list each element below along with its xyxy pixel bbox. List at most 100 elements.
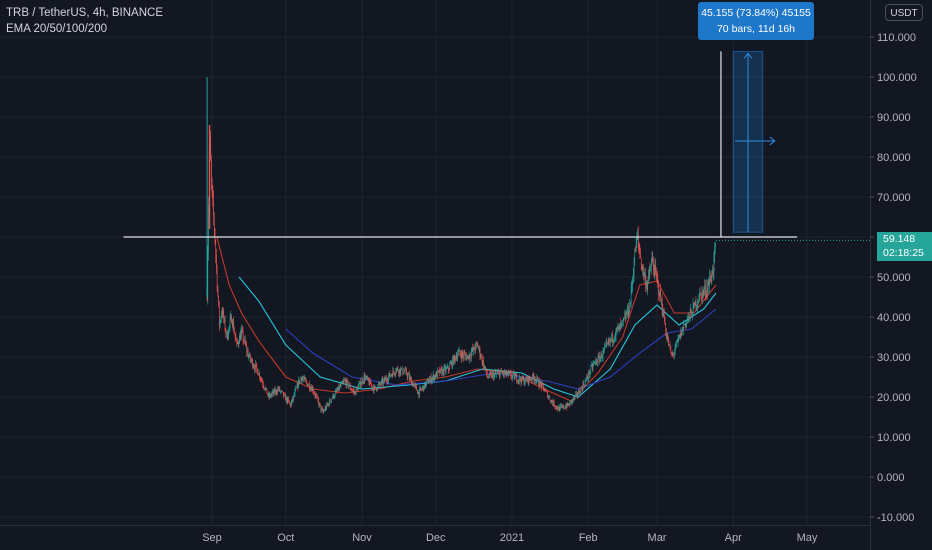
candle-body [460,353,461,356]
candle-body [586,376,587,381]
price-tick-label: 110.000 [877,32,916,44]
candle-body [471,352,472,358]
candle-body [437,370,439,372]
candle-body [224,318,225,320]
candle-body [557,408,559,410]
candle-body [662,310,664,317]
candle-body [443,367,445,375]
candle-body [576,392,577,394]
candle-body [666,332,667,338]
time-axis[interactable]: Sep Oct Nov Dec 2021 Feb Mar Apr May [0,525,870,545]
candle-body [213,199,214,216]
candle-body [319,403,320,406]
candle-body [276,392,278,394]
candle-body [561,405,562,407]
candle-body [571,399,573,403]
candle-body [416,386,417,391]
candle-body [514,375,516,380]
candle-body [349,385,350,387]
candle-body [675,343,677,349]
candle-body [554,405,556,407]
candle-body [361,379,363,384]
candle-body [351,389,353,391]
symbol-title[interactable]: TRB / TetherUS, 4h, BINANCE [6,7,164,19]
currency-button[interactable]: USDT [885,4,923,21]
candle-body [519,377,520,381]
candle-body [697,301,699,303]
candle-body [244,339,246,345]
drawings[interactable] [123,50,870,241]
candle-body [273,389,275,394]
candle-body [321,408,322,411]
candle-body [281,390,283,392]
candle-body [648,273,649,282]
candle-body [344,379,345,381]
candle-body [307,385,309,387]
candle-body [689,309,691,318]
candle-body [589,372,591,375]
candle-body [604,347,605,350]
candle-body [589,371,590,375]
candle-body [607,342,608,344]
candle-body [476,343,478,345]
candle-body [680,330,682,339]
candle-body [415,385,417,387]
candle-body [245,344,247,346]
candle-body [333,394,335,398]
candle-body [447,366,448,368]
candle-body [559,406,561,412]
candle-body [464,353,466,355]
price-tick-label: 80.000 [877,152,911,164]
candle-body [391,374,393,377]
candle-body [612,334,613,342]
candle-body [659,289,661,297]
candle-body [694,302,695,306]
candle-body [574,395,576,398]
candle-body [288,398,289,401]
candle-body [505,370,507,373]
candle-body [326,404,327,410]
candle-body [450,363,451,365]
candle-body [668,338,669,346]
candle-body [284,394,286,395]
candle-body [644,274,646,275]
candle-body [293,395,294,400]
candle-body [360,381,361,387]
indicator-legend[interactable]: EMA 20/50/100/200 [6,23,108,35]
candle-body [299,378,301,383]
candle-body [215,242,217,255]
candle-body [343,380,345,382]
candle-body [610,339,611,343]
candle-body [622,320,624,321]
candle-body [461,352,463,359]
candle-body [216,266,218,288]
candle-body [711,270,713,283]
candle-body [676,341,677,344]
candle-body [652,257,654,263]
candle-body [490,373,492,375]
candle-body [658,294,660,297]
candle-body [212,192,214,200]
candle-body [592,364,594,369]
candle-body [370,380,371,385]
candle-body [409,377,411,380]
candle-body [649,270,651,272]
candle-body [621,321,623,324]
candle-body [238,344,240,345]
candle-body [357,388,358,391]
candle-body [548,396,549,398]
candle-body [226,331,228,340]
candle-body [707,282,709,293]
candle-body [695,300,697,309]
candle-body [275,389,277,393]
candle-body [646,283,648,289]
ema50-line [238,276,717,398]
candle-body [707,286,708,293]
candle-body [327,404,328,405]
candle-body [587,378,589,380]
candle-body [472,348,474,351]
candle-body [654,265,656,276]
price-axis[interactable]: -10.000 0.000 10.000 20.000 30.000 40.000 50.0… [870,0,917,550]
